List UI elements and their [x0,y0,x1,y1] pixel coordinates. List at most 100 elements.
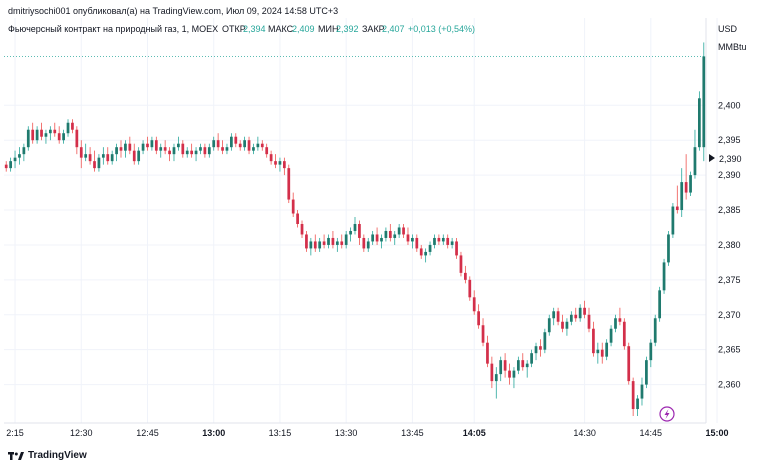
candle-up [494,374,498,382]
candle-down [119,147,123,151]
candle-down [402,227,405,235]
candle-up [199,147,202,151]
candle-down [269,154,273,162]
time-tick-label: 14:30 [573,428,596,438]
candle-up [689,175,692,193]
candle-down [477,311,480,326]
time-tick-label: 12:45 [136,428,159,438]
candle-down [508,370,511,378]
candle-up [534,346,538,354]
candle-up [327,237,330,245]
candle-down [631,381,635,410]
brand-name[interactable]: TradingView [28,450,87,461]
candle-down [57,133,61,141]
candle-down [234,136,238,144]
currency-label[interactable]: USD [718,24,738,34]
legend-high-label: МАКС [268,24,294,34]
candle-up [252,147,255,151]
candle-down [274,161,277,165]
candle-up [693,147,697,176]
price-marker-label: 2,390 [719,154,742,164]
candle-up [667,234,670,263]
candle-up [596,349,600,354]
candle-down [221,147,224,151]
price-tick-label: 2,400 [718,100,741,110]
candle-up [115,147,118,155]
candle-up [662,262,666,291]
candle-down [583,307,586,315]
price-axis: 2,360 2,365 2,370 2,375 2,380 2,385 2,390 2,395… [718,100,741,389]
legend-high-value: 2,409 [292,24,315,34]
time-tick-label: 14:05 [463,428,486,438]
candle-down [600,349,604,357]
candle-down [415,237,419,249]
candle-up [525,363,529,368]
candle-up [26,129,30,148]
candle-down [574,314,578,319]
candle-up [636,398,639,410]
candle-up [698,98,701,148]
candle-down [265,147,269,155]
time-tick-label: 13:00 [202,428,225,438]
time-tick-label: 15:00 [706,428,729,438]
candle-up [110,154,114,162]
candle-down [622,321,626,347]
candle-up [48,129,52,134]
candle-down [455,241,458,256]
candle-down [4,164,8,169]
candle-up [578,307,582,319]
candle-up [640,384,644,399]
candle-up [512,370,516,378]
candle-down [446,237,450,245]
legend-low-label: МИН [318,24,338,34]
candle-down [305,234,308,249]
candle-up [645,360,648,385]
candle-up [9,161,12,169]
price-marker-arrow-icon [709,154,715,162]
candle-down [675,206,679,211]
candle-down [238,143,242,148]
candle-up [702,56,706,148]
candle-up [225,147,229,151]
candle-up [84,154,88,158]
candle-down [132,150,136,162]
candle-down [331,237,335,245]
price-chart[interactable]: 2,360 2,365 2,370 2,375 2,380 2,385 2,390 2,395… [0,18,758,442]
candle-down [75,129,79,148]
candle-up [137,150,141,162]
unit-label[interactable]: MMBtu [718,42,747,52]
candle-up [278,161,282,165]
candle-down [437,237,441,242]
candle-up [569,314,573,322]
candle-down [618,318,622,322]
candle-up [62,133,65,141]
candle-up [335,241,339,245]
candle-down [340,241,344,245]
candle-up [552,311,556,319]
candle-up [371,234,375,242]
legend-change: +0,013 (+0,54%) [408,24,475,34]
candle-down [53,129,57,134]
candle-down [627,346,631,382]
candle-up [141,143,145,151]
lightning-icon[interactable] [659,406,675,422]
candle-up [194,150,198,155]
candle-up [230,136,233,148]
candle-down [291,199,295,214]
candle-down [419,248,423,256]
legend-symbol: Фьючерсный контракт на природный газ, 1,… [8,24,218,34]
candle-down [247,140,251,151]
candle-down [587,314,591,329]
candle-down [190,150,194,155]
candle-up [380,237,383,242]
candle-down [146,143,149,148]
footer: TradingView [8,450,87,461]
candle-down [106,154,110,162]
candle-up [530,353,533,364]
candle-down [539,346,542,350]
tv-logo-icon [8,451,24,460]
candle-up [680,182,684,211]
candle-down [40,129,43,137]
candle-up [44,133,48,137]
candle-up [499,360,503,375]
